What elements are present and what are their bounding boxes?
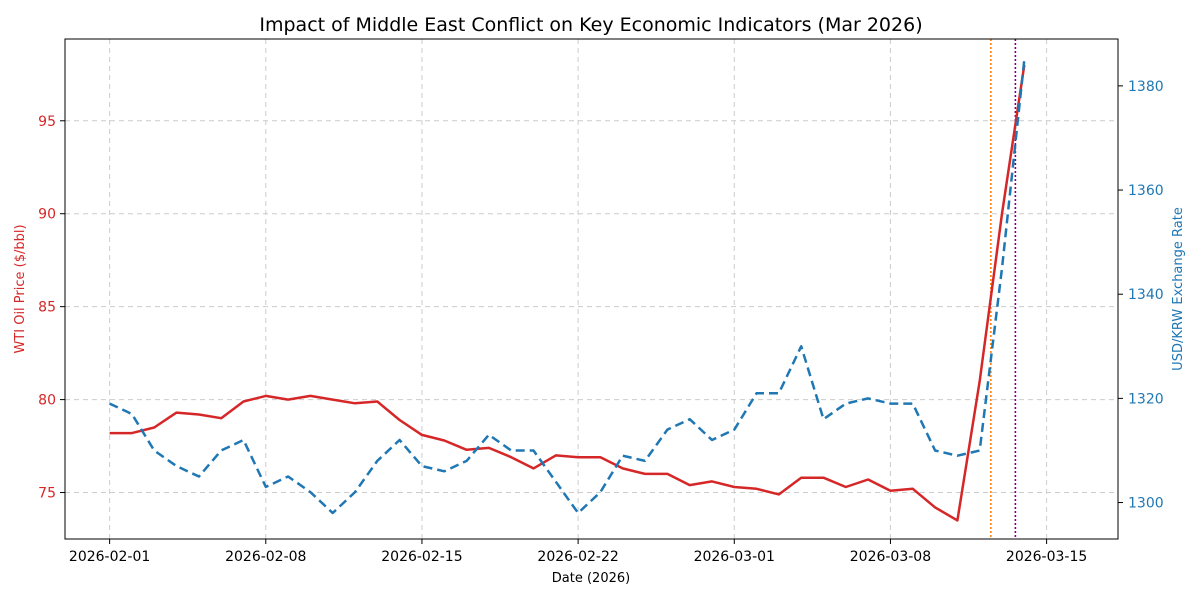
x-tick-label: 2026-03-08 <box>850 549 931 565</box>
left-y-tick-label: 95 <box>38 114 56 130</box>
chart-title: Impact of Middle East Conflict on Key Ec… <box>259 14 922 36</box>
plot-frame <box>64 38 1119 540</box>
right-y-tick-label: 1320 <box>1128 391 1164 407</box>
left-y-tick-label: 80 <box>38 393 56 409</box>
series-layer <box>109 59 1026 522</box>
right-y-tick-label: 1360 <box>1128 183 1164 199</box>
x-axis: 2026-02-01 2026-02-08 2026-02-15 2026-02-22… <box>69 539 1087 565</box>
right-y-tick-label: 1300 <box>1128 496 1164 512</box>
left-y-tick-label: 90 <box>38 207 56 223</box>
right-y-axis: 1300 1320 1340 1360 1380 <box>1118 79 1164 512</box>
x-tick-label: 2026-03-01 <box>694 549 775 565</box>
wti-oil-price-line <box>109 64 1026 522</box>
x-tick-label: 2026-03-15 <box>1006 549 1087 565</box>
right-y-tick-label: 1380 <box>1128 79 1164 95</box>
usd-krw-rate-line <box>109 59 1026 515</box>
left-y-axis: 75 80 85 90 95 <box>38 114 65 502</box>
left-y-axis-label: WTI Oil Price ($/bbl) <box>13 224 28 353</box>
x-tick-label: 2026-02-22 <box>537 549 618 565</box>
left-y-tick-label: 85 <box>38 300 56 316</box>
left-y-tick-label: 75 <box>38 486 56 502</box>
x-tick-label: 2026-02-01 <box>69 549 150 565</box>
x-axis-label: Date (2026) <box>552 571 630 586</box>
x-tick-label: 2026-02-15 <box>381 549 462 565</box>
grid-layer <box>65 39 1118 539</box>
x-tick-label: 2026-02-08 <box>225 549 306 565</box>
right-y-tick-label: 1340 <box>1128 287 1164 303</box>
right-y-axis-label: USD/KRW Exchange Rate <box>1171 207 1186 371</box>
marker-layer <box>990 39 1017 539</box>
